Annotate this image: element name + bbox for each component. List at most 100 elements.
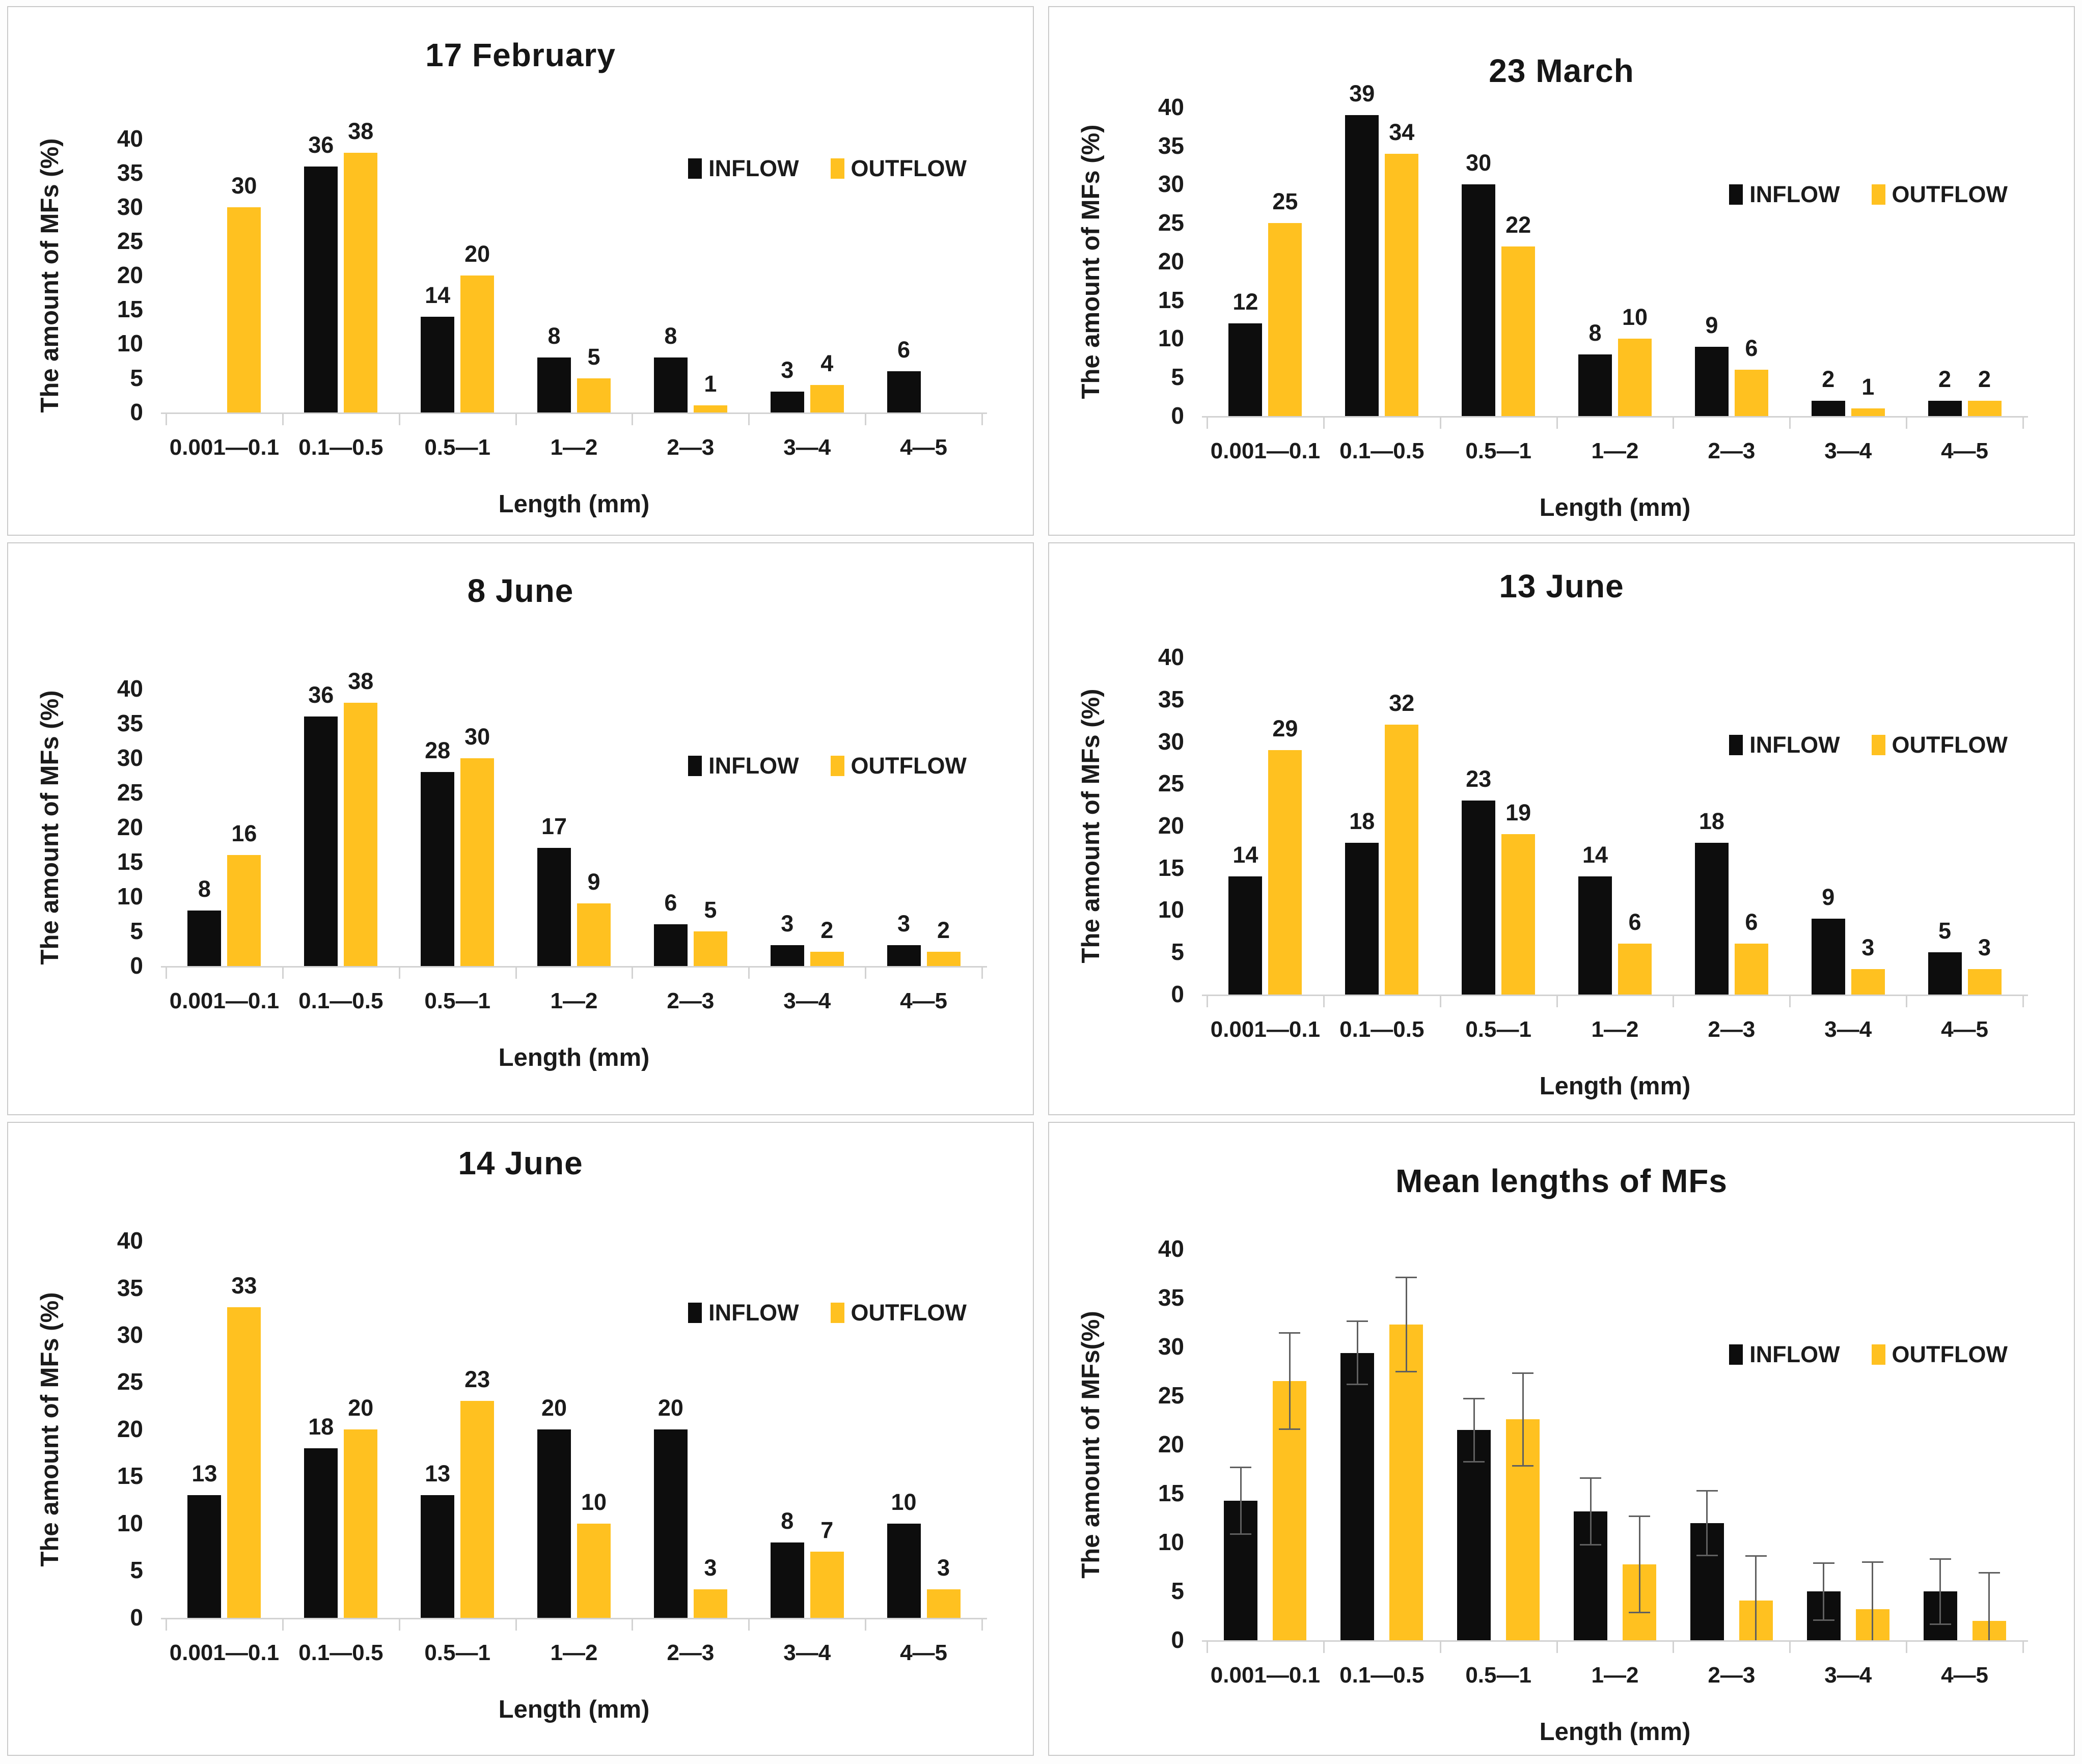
bar-value-label: 8 bbox=[547, 323, 561, 349]
bar-value-label: 2 bbox=[937, 917, 950, 944]
error-bar bbox=[1988, 1572, 1990, 1641]
x-axis-tick bbox=[2022, 1642, 2024, 1653]
inflow-legend-swatch bbox=[688, 755, 702, 776]
y-axis-tick-label: 35 bbox=[1158, 1284, 1184, 1311]
y-axis-title: The amount of MFs (%) bbox=[36, 138, 64, 413]
outflow-bar bbox=[693, 405, 727, 412]
error-bar bbox=[1289, 1332, 1291, 1430]
outflow-bar bbox=[460, 758, 495, 966]
x-axis-tick bbox=[981, 967, 983, 979]
x-category-label: 4—5 bbox=[900, 988, 948, 1013]
outflow-legend-label: OUTFLOW bbox=[1892, 1341, 2008, 1367]
bar-value-label: 5 bbox=[704, 896, 717, 923]
y-axis-tick-label: 0 bbox=[1171, 1627, 1184, 1653]
x-axis-tick bbox=[398, 967, 400, 979]
bar-value-label: 6 bbox=[1745, 335, 1758, 361]
error-bar-cap-top bbox=[1580, 1477, 1601, 1479]
x-axis-tick bbox=[632, 414, 634, 425]
x-category-label: 0.1—0.5 bbox=[1339, 1016, 1424, 1042]
bar-value-label: 3 bbox=[781, 357, 794, 383]
outflow-bar bbox=[926, 952, 961, 966]
outflow-bar bbox=[1967, 969, 2002, 995]
bar-value-label: 1 bbox=[1861, 373, 1875, 400]
error-bar-cap-bottom bbox=[1395, 1371, 1417, 1373]
error-bar-cap-top bbox=[1696, 1490, 1718, 1492]
bar-value-label: 3 bbox=[704, 1555, 717, 1581]
legend: INFLOW OUTFLOW bbox=[688, 1300, 967, 1326]
y-axis-tick-label: 35 bbox=[1158, 132, 1184, 159]
y-axis-tick-label: 20 bbox=[1158, 247, 1184, 274]
inflow-bar bbox=[887, 1523, 921, 1618]
y-axis-tick-label: 20 bbox=[117, 1415, 143, 1442]
error-bar-cap-top bbox=[1929, 1558, 1951, 1560]
error-bar-cap-top bbox=[1861, 1561, 1883, 1563]
chart-panel-23-march: 23 March 0 5 10 15 20 25 30 35 40 The amount of M… bbox=[1048, 6, 2075, 536]
y-axis-tick-label: 0 bbox=[1171, 402, 1184, 429]
bar-value-label: 30 bbox=[1466, 150, 1492, 176]
chart-title: 13 June bbox=[1499, 568, 1624, 605]
inflow-legend-label: INFLOW bbox=[1749, 731, 1840, 758]
bar-value-label: 20 bbox=[348, 1394, 374, 1421]
x-axis-tick bbox=[1906, 1642, 1908, 1653]
x-axis-tick bbox=[1439, 1642, 1441, 1653]
bar-value-label: 5 bbox=[1938, 917, 1952, 944]
outflow-legend-label: OUTFLOW bbox=[1892, 731, 2008, 758]
bar-value-label: 7 bbox=[820, 1517, 834, 1544]
y-axis-title: The amount of MFs (%) bbox=[36, 1292, 64, 1567]
error-bar bbox=[1872, 1561, 1874, 1641]
y-axis-tick-label: 10 bbox=[1158, 896, 1184, 923]
x-axis-tick bbox=[1789, 996, 1791, 1007]
outflow-bar bbox=[460, 1401, 495, 1618]
x-category-label: 2—3 bbox=[667, 988, 715, 1013]
x-category-label: 0.1—0.5 bbox=[298, 988, 383, 1013]
bar-value-label: 10 bbox=[581, 1489, 607, 1515]
y-axis-tick-label: 15 bbox=[117, 296, 143, 323]
outflow-legend-swatch bbox=[1871, 734, 1885, 755]
bar-value-label: 25 bbox=[1272, 188, 1298, 215]
outflow-legend-label: OUTFLOW bbox=[851, 1299, 967, 1326]
x-axis-tick bbox=[632, 967, 634, 979]
inflow-bar bbox=[1811, 918, 1845, 995]
bar-value-label: 18 bbox=[1699, 808, 1724, 834]
inflow-bar bbox=[653, 924, 688, 966]
y-axis-tick-label: 40 bbox=[117, 1227, 143, 1254]
bar-value-label: 17 bbox=[541, 813, 567, 840]
y-axis-tick-label: 15 bbox=[1158, 1480, 1184, 1507]
chart-title: Mean lengths of MFs bbox=[1395, 1162, 1728, 1199]
outflow-bar bbox=[1734, 944, 1768, 995]
chart-panel-13-june: 13 June 0 5 10 15 20 25 30 35 40 The amount of MF… bbox=[1048, 542, 2075, 1115]
error-bar-cap-top bbox=[1512, 1372, 1534, 1374]
inflow-legend-label: INFLOW bbox=[1749, 1341, 1840, 1367]
inflow-bar bbox=[1345, 115, 1379, 416]
inflow-bar bbox=[770, 945, 804, 966]
outflow-bar bbox=[1967, 400, 2002, 416]
x-category-label: 3—4 bbox=[1824, 438, 1872, 463]
inflow-bar bbox=[653, 357, 688, 412]
error-bar bbox=[1240, 1466, 1242, 1535]
bar-value-label: 12 bbox=[1232, 289, 1258, 315]
y-axis-tick-label: 15 bbox=[117, 1463, 143, 1490]
x-axis-tick bbox=[748, 1619, 750, 1631]
error-bar bbox=[1405, 1276, 1407, 1373]
inflow-bar bbox=[1228, 876, 1263, 995]
x-category-label: 0.5—1 bbox=[1465, 1016, 1531, 1042]
x-axis-tick bbox=[1207, 1642, 1208, 1653]
outflow-bar bbox=[810, 952, 844, 966]
y-axis-tick-label: 40 bbox=[117, 675, 143, 702]
bar-value-label: 33 bbox=[231, 1272, 257, 1299]
outflow-bar bbox=[1501, 834, 1536, 995]
bar-value-label: 30 bbox=[231, 173, 257, 199]
outflow-legend-label: OUTFLOW bbox=[1892, 181, 2008, 208]
inflow-bar bbox=[770, 392, 804, 412]
bar-value-label: 39 bbox=[1349, 80, 1375, 106]
error-bar-cap-bottom bbox=[1929, 1623, 1951, 1625]
bar-value-label: 30 bbox=[464, 723, 490, 750]
inflow-legend-swatch bbox=[688, 1302, 702, 1323]
legend: INFLOW OUTFLOW bbox=[688, 155, 967, 182]
x-axis-title: Length (mm) bbox=[498, 1695, 650, 1723]
x-axis-tick bbox=[1556, 417, 1558, 429]
x-axis-tick bbox=[1439, 417, 1441, 429]
y-axis-tick-label: 25 bbox=[1158, 1382, 1184, 1409]
x-category-label: 4—5 bbox=[1941, 438, 1989, 463]
bar-value-label: 29 bbox=[1272, 715, 1298, 742]
